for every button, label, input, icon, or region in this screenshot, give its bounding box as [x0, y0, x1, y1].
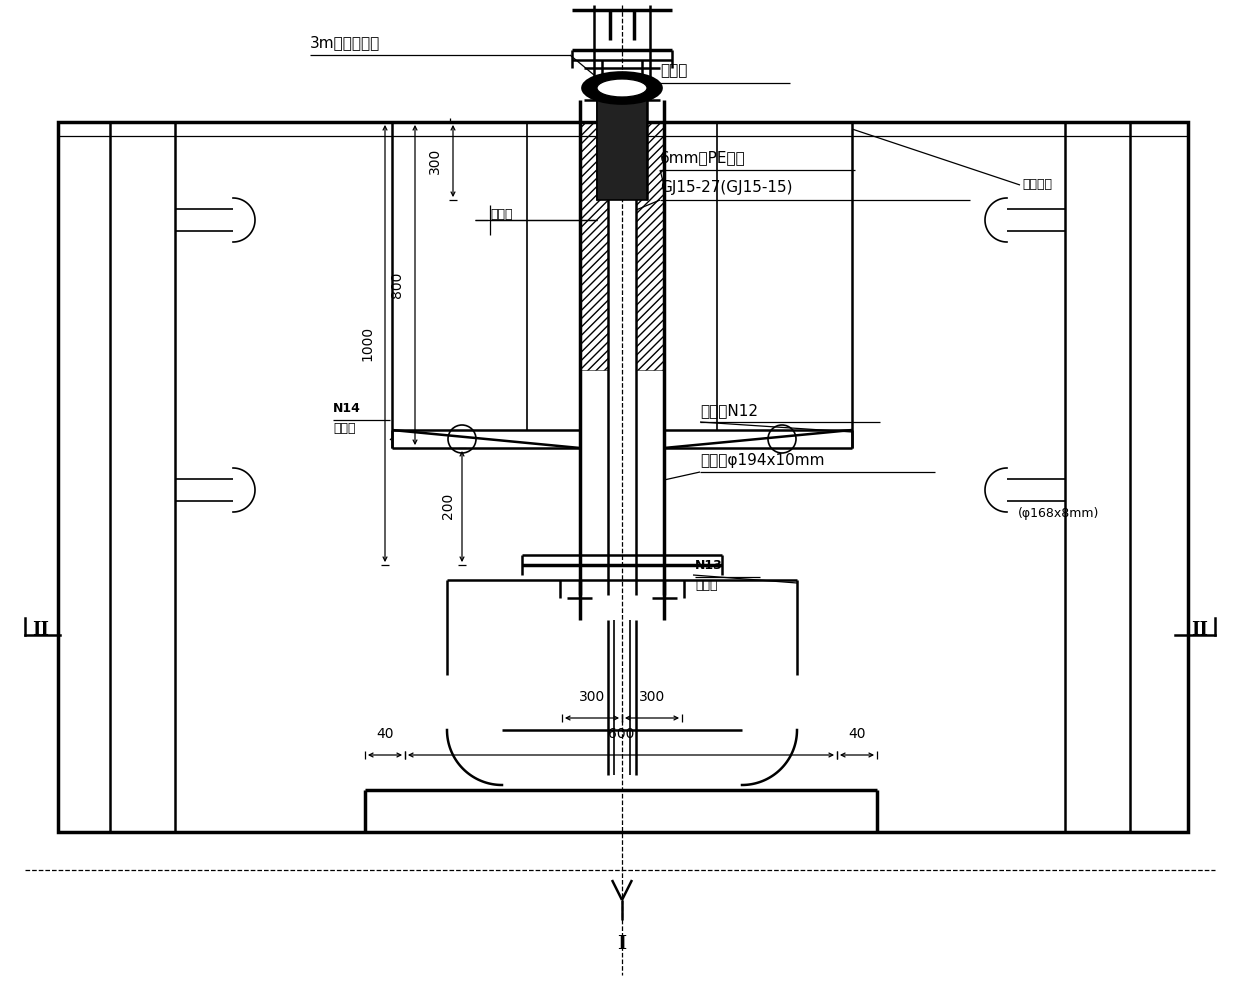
- Text: 支承板: 支承板: [694, 579, 718, 592]
- Text: 钢梁顶板: 钢梁顶板: [1022, 178, 1052, 191]
- Text: 减震器: 减震器: [490, 208, 512, 222]
- Text: 200: 200: [441, 493, 455, 519]
- Text: 6mm厚PE防护: 6mm厚PE防护: [660, 150, 745, 165]
- Text: 800: 800: [391, 272, 404, 298]
- Text: GJ15-27(GJ15-15): GJ15-27(GJ15-15): [660, 180, 792, 195]
- Text: II: II: [1190, 621, 1208, 639]
- Text: 1000: 1000: [360, 325, 374, 361]
- Text: 防水罩: 防水罩: [660, 63, 687, 78]
- Text: 3m不锈钢护套: 3m不锈钢护套: [310, 35, 381, 50]
- Text: 300: 300: [428, 148, 441, 175]
- Text: 600: 600: [608, 727, 634, 741]
- Text: 300: 300: [579, 690, 605, 704]
- Text: N13: N13: [694, 559, 723, 572]
- Bar: [636, 122, 663, 370]
- Text: 40: 40: [848, 727, 866, 741]
- Text: N14: N14: [334, 402, 361, 415]
- Bar: [58, 122, 1188, 832]
- Text: 钢套管φ194x10mm: 钢套管φ194x10mm: [701, 453, 825, 468]
- Text: 40: 40: [376, 727, 394, 741]
- Text: I: I: [618, 935, 626, 953]
- Text: 加劲板N12: 加劲板N12: [701, 403, 758, 418]
- Text: 300: 300: [639, 690, 665, 704]
- Text: (φ168x8mm): (φ168x8mm): [1018, 507, 1100, 520]
- Text: 加劲板: 加劲板: [334, 422, 356, 435]
- Text: II: II: [32, 621, 50, 639]
- Bar: [580, 122, 608, 370]
- Ellipse shape: [596, 79, 647, 97]
- Bar: [596, 100, 647, 200]
- Ellipse shape: [582, 72, 662, 104]
